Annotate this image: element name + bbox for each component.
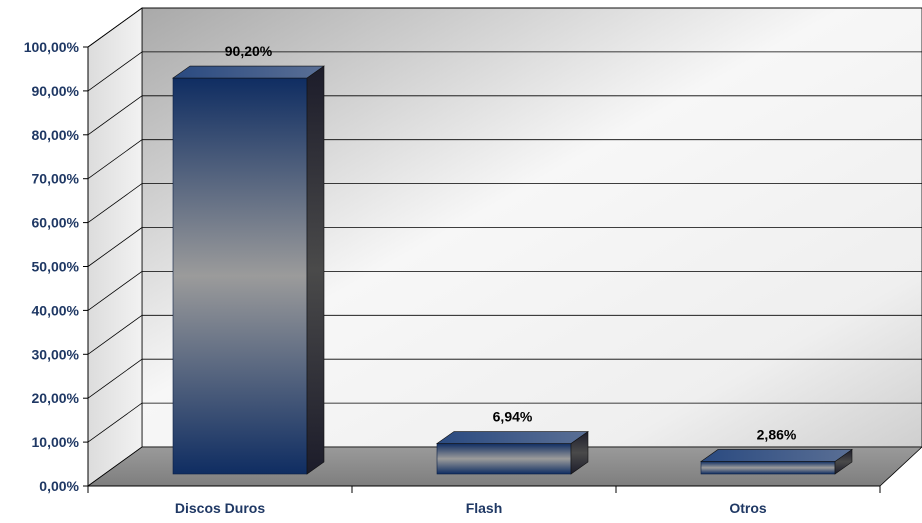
y-tick-label: 60,00% bbox=[32, 215, 80, 231]
y-tick-label: 100,00% bbox=[24, 39, 80, 55]
bar-top bbox=[436, 431, 589, 444]
x-tick-label: Flash bbox=[466, 500, 503, 516]
y-tick-label: 40,00% bbox=[32, 302, 80, 318]
y-tick-label: 80,00% bbox=[32, 127, 80, 143]
gridline-side bbox=[87, 314, 143, 355]
gridline-side bbox=[87, 402, 143, 443]
bar bbox=[172, 65, 325, 475]
y-tick-label: 90,00% bbox=[32, 83, 80, 99]
bar-top bbox=[700, 449, 853, 462]
gridline-side bbox=[87, 51, 143, 92]
value-labels: 90,20% 6,94% 2,86% bbox=[225, 43, 797, 442]
y-tick-label: 20,00% bbox=[32, 390, 80, 406]
gridline-side bbox=[87, 183, 143, 223]
bar-top bbox=[172, 65, 325, 79]
gridline-side bbox=[87, 95, 143, 136]
gridline-side bbox=[87, 271, 143, 311]
bar-front bbox=[700, 461, 836, 475]
y-tick-label: 10,00% bbox=[32, 434, 80, 450]
gridline-side bbox=[87, 227, 143, 267]
bars bbox=[172, 65, 853, 475]
y-tick-label: 50,00% bbox=[32, 259, 80, 275]
gridline-side bbox=[87, 139, 143, 180]
data-label: 90,20% bbox=[225, 43, 273, 59]
bar bbox=[436, 430, 589, 475]
data-label: 6,94% bbox=[493, 409, 533, 425]
x-tick-label: Discos Duros bbox=[175, 500, 265, 516]
y-tick-label: 70,00% bbox=[32, 171, 80, 187]
bar-side bbox=[306, 65, 325, 475]
y-tick-label: 30,00% bbox=[32, 346, 80, 362]
y-axis: 0,00% 10,00% 20,00% 30,00% 40,00% 50,00% 60,00… bbox=[24, 39, 89, 494]
data-label: 2,86% bbox=[757, 426, 797, 442]
bar-front bbox=[172, 77, 308, 475]
x-tick-label: Otros bbox=[729, 500, 767, 516]
bar bbox=[700, 448, 853, 475]
y-tick-label: 0,00% bbox=[39, 478, 79, 494]
bar-front bbox=[436, 443, 572, 475]
gridline-side bbox=[87, 358, 143, 399]
x-axis: Discos Duros Flash Otros bbox=[87, 485, 881, 516]
gridline-side bbox=[87, 7, 143, 48]
